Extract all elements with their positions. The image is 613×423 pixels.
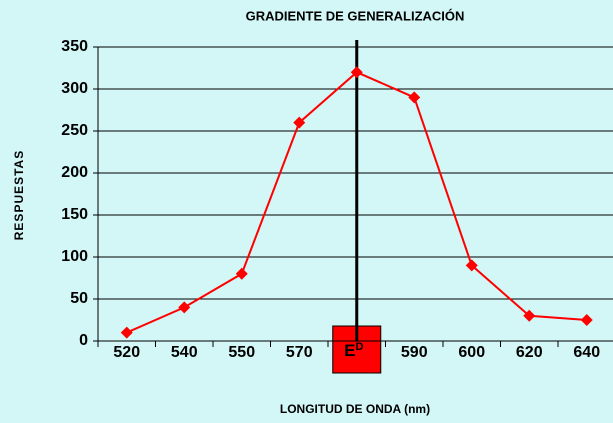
y-tick-label: 150 [61,206,88,223]
y-tick-label: 350 [61,38,88,55]
x-tick-label: 590 [401,344,428,361]
y-tick-label: 50 [70,290,88,307]
y-tick-label: 300 [61,80,88,97]
x-axis-label: LONGITUD DE ONDA (nm) [280,402,430,416]
x-tick-label: ED [344,341,363,361]
y-tick-label: 250 [61,122,88,139]
x-tick-label: 640 [573,344,600,361]
y-tick-label: 200 [61,164,88,181]
x-tick-label: 520 [113,344,140,361]
data-point [408,91,421,104]
x-tick-label: 550 [228,344,255,361]
data-point [293,116,306,129]
x-tick-label: 600 [458,344,485,361]
data-point [235,267,248,280]
x-tick-label: 570 [286,344,313,361]
y-tick-label: 0 [79,332,88,349]
x-tick-label: 540 [171,344,198,361]
x-tick-label-sup: D [355,341,363,353]
data-point [465,259,478,272]
x-tick-label: 620 [516,344,543,361]
data-point [120,326,133,339]
data-point [178,301,191,314]
chart-title: GRADIENTE DE GENERALIZACIÓN [246,8,465,23]
data-point [523,309,536,322]
data-point [350,66,363,79]
x-tick-label-main: E [344,341,355,360]
y-axis-label: RESPUESTAS [12,150,26,240]
data-point [580,314,593,326]
y-tick-label: 100 [61,248,88,265]
